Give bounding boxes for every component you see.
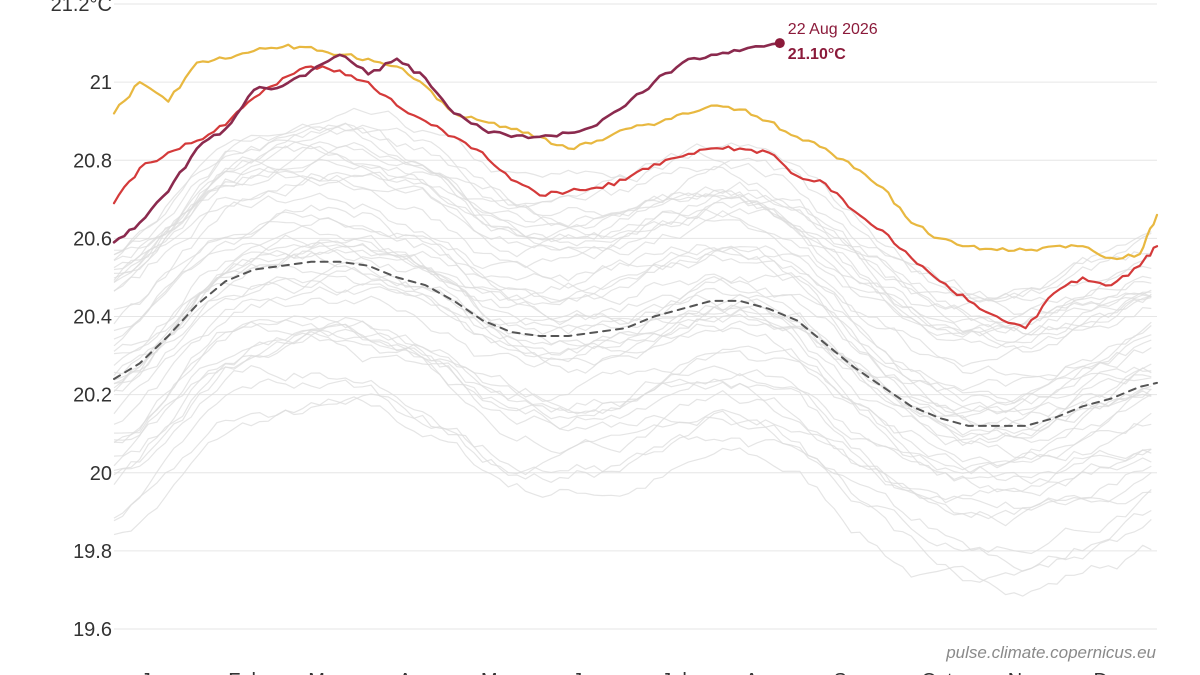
historical-year-line <box>113 124 1152 304</box>
current-year-line <box>112 41 782 244</box>
y-tick-label: 20.8 <box>73 150 112 172</box>
x-tick-label: Nov <box>1008 670 1044 675</box>
historical-year-line <box>113 123 1152 324</box>
x-tick-label: Sep <box>833 670 869 675</box>
historical-year-line <box>113 211 1152 368</box>
historical-year-line <box>113 234 1152 417</box>
annotation-value: 21.10°C <box>788 46 846 63</box>
historical-year-line <box>113 156 1152 332</box>
year-gold-line <box>112 43 1159 261</box>
historical-year-line <box>113 192 1152 392</box>
historical-year-line <box>113 365 1152 511</box>
x-tick-label: Mar <box>308 670 343 675</box>
x-tick-label: Jun <box>572 670 604 675</box>
historical-year-line <box>113 173 1152 349</box>
historical-year-line <box>113 328 1152 527</box>
historical-year-line <box>113 172 1152 343</box>
x-tick-label: May <box>481 670 519 675</box>
historical-year-line <box>113 240 1152 435</box>
historical-year-line <box>113 323 1152 504</box>
historical-year-line <box>113 204 1152 404</box>
historical-year-line <box>113 295 1152 475</box>
annotation-date: 22 Aug 2026 <box>788 21 878 38</box>
historical-year-line <box>113 216 1152 404</box>
historical-year-line <box>113 250 1152 459</box>
historical-year-line <box>113 145 1152 336</box>
y-tick-label: 21.2°C <box>51 0 112 16</box>
y-tick-label: 20 <box>90 463 112 485</box>
historical-year-line <box>113 286 1152 445</box>
y-tick-label: 19.6 <box>73 619 112 641</box>
historical-year-line <box>113 107 1152 302</box>
historical-year-line <box>113 334 1152 485</box>
y-tick-label: 20.4 <box>73 307 112 329</box>
historical-year-line <box>113 319 1152 482</box>
x-tick-label: Aug <box>745 670 781 675</box>
y-tick-label: 19.8 <box>73 541 112 563</box>
historical-year-line <box>113 275 1152 438</box>
historical-year-line <box>113 393 1152 583</box>
y-tick-label: 20.2 <box>73 385 112 407</box>
x-tick-label: Feb <box>228 670 262 675</box>
x-axis-ticks: Jan Feb Mar Apr May Jun Jul Aug Sep Oct Nov Dec <box>141 670 1129 675</box>
historical-year-line <box>113 122 1152 337</box>
average-dashed-line <box>113 260 1158 427</box>
historical-year-line <box>113 378 1152 572</box>
highlighted-series <box>112 41 1159 427</box>
historical-year-line <box>113 330 1152 555</box>
historical-year-line <box>113 220 1152 381</box>
historical-year-line <box>113 167 1152 316</box>
year-red-line <box>112 65 1159 330</box>
x-tick-label: Jul <box>661 670 687 675</box>
x-tick-label: Jan <box>141 670 173 675</box>
historical-year-line <box>113 321 1152 471</box>
y-axis-ticks: 19.6 19.8 20 20.2 20.4 20.6 20.8 21 21.2°C <box>51 0 112 641</box>
y-tick-label: 20.6 <box>73 228 112 250</box>
source-credit: pulse.climate.copernicus.eu <box>945 643 1156 662</box>
historical-year-line <box>113 320 1152 520</box>
x-tick-label: Apr <box>398 670 429 675</box>
historical-year-line <box>114 139 1152 310</box>
historical-year-line <box>113 171 1152 353</box>
x-tick-label: Dec <box>1093 670 1129 675</box>
latest-value-marker <box>774 38 785 49</box>
x-tick-label: Oct <box>921 670 953 675</box>
background-years <box>113 107 1152 597</box>
y-tick-label: 21 <box>90 72 112 94</box>
historical-year-line <box>113 244 1152 438</box>
historical-year-line <box>113 141 1152 338</box>
